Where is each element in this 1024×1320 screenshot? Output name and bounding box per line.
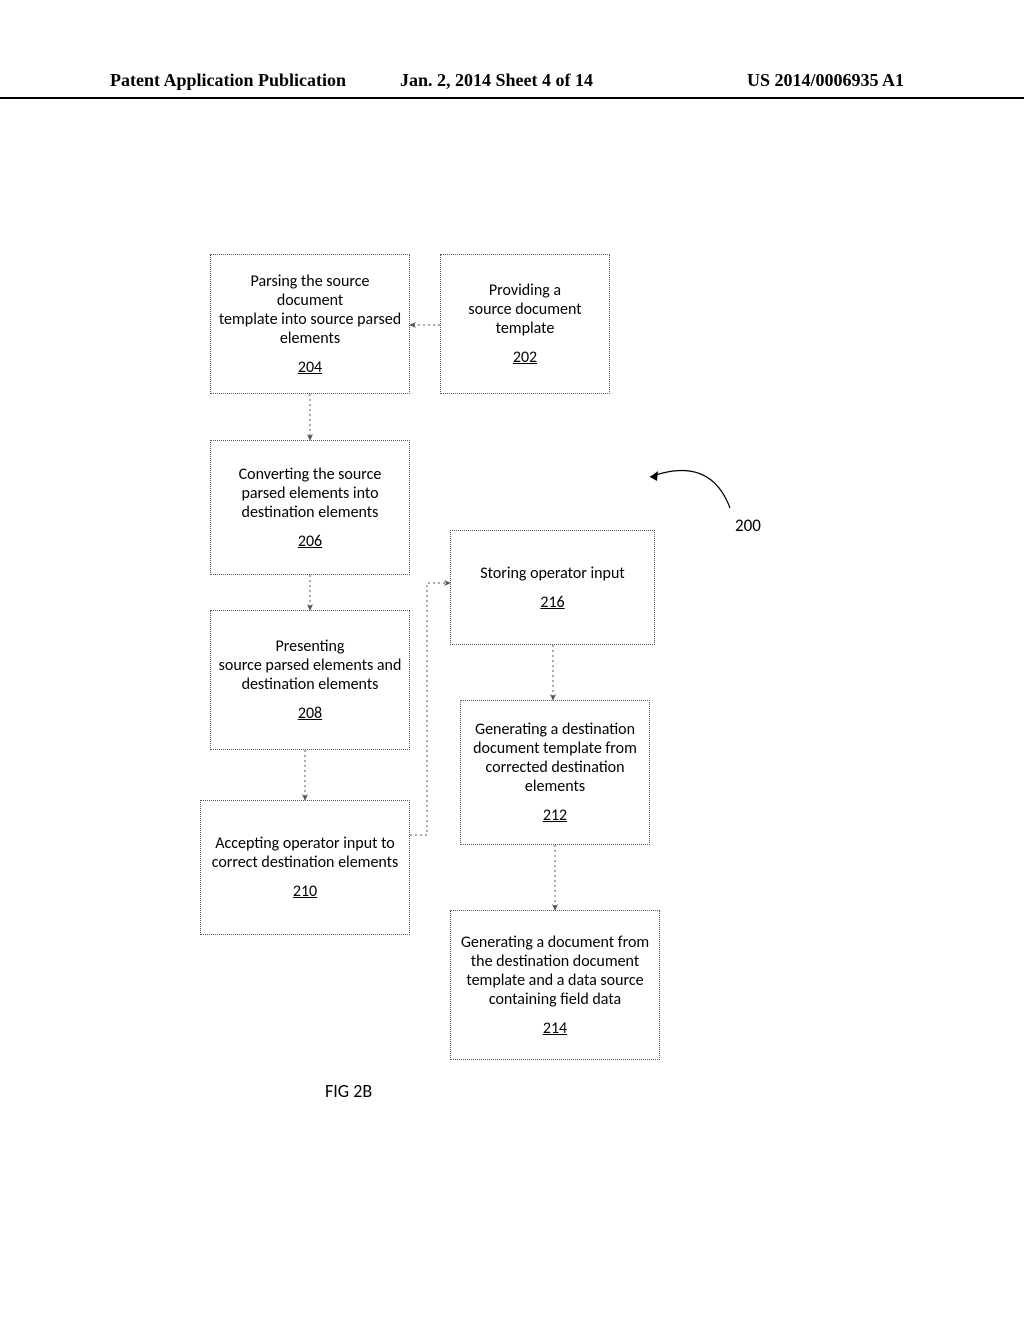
node-ref: 208 <box>298 704 322 723</box>
edge-n210-n216 <box>410 583 450 835</box>
flowchart-node-214: Generating a document fromthe destinatio… <box>450 910 660 1060</box>
flowchart-node-202: Providing asource documenttemplate 202 <box>440 254 610 394</box>
reference-numeral: 200 <box>735 515 761 536</box>
reference-leader-arrow <box>650 471 658 481</box>
node-ref: 214 <box>543 1019 567 1038</box>
node-text: Accepting operator input tocorrect desti… <box>212 834 399 872</box>
header-right: US 2014/0006935 A1 <box>747 70 904 91</box>
flowchart-node-212: Generating a destinationdocument templat… <box>460 700 650 845</box>
node-ref: 206 <box>298 532 322 551</box>
flowchart-node-206: Converting the sourceparsed elements int… <box>210 440 410 575</box>
node-ref: 204 <box>298 358 322 377</box>
header-mid: Jan. 2, 2014 Sheet 4 of 14 <box>400 70 593 91</box>
node-text: Generating a destinationdocument templat… <box>473 720 637 796</box>
node-text: Generating a document fromthe destinatio… <box>461 933 649 1009</box>
node-text: Storing operator input <box>480 564 624 583</box>
flowchart-node-216: Storing operator input 216 <box>450 530 655 645</box>
node-ref: 202 <box>513 348 537 367</box>
page-header: Patent Application Publication Jan. 2, 2… <box>0 70 1024 99</box>
node-text: Parsing the source documenttemplate into… <box>217 272 403 348</box>
page: Patent Application Publication Jan. 2, 2… <box>0 0 1024 1320</box>
header-left: Patent Application Publication <box>110 70 346 91</box>
node-ref: 210 <box>293 882 317 901</box>
flowchart-node-204: Parsing the source documenttemplate into… <box>210 254 410 394</box>
node-ref: 212 <box>543 806 567 825</box>
reference-leader <box>650 471 730 508</box>
figure-label: FIG 2B <box>325 1080 372 1102</box>
flowchart-node-208: Presentingsource parsed elements anddest… <box>210 610 410 750</box>
node-ref: 216 <box>540 593 564 612</box>
node-text: Presentingsource parsed elements anddest… <box>219 637 402 694</box>
flowchart-edges <box>0 0 1024 1320</box>
flowchart-node-210: Accepting operator input tocorrect desti… <box>200 800 410 935</box>
node-text: Converting the sourceparsed elements int… <box>239 465 382 522</box>
node-text: Providing asource documenttemplate <box>468 281 581 338</box>
